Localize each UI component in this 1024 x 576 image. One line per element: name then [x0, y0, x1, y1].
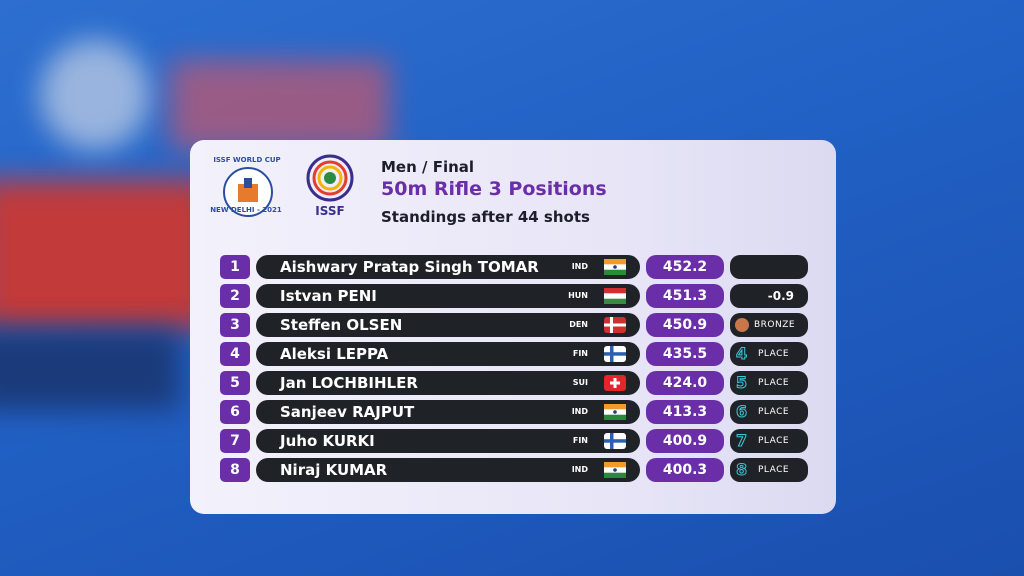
- rank: 6: [220, 400, 250, 424]
- place-number: 5: [735, 373, 748, 393]
- rank: 3: [220, 313, 250, 337]
- flag-icon: [604, 259, 626, 275]
- world-cup-logo: [223, 167, 273, 217]
- standing-row: 2 Istvan PENI HUN 451.3 -0.9: [190, 284, 836, 308]
- flag-icon: [604, 462, 626, 478]
- score: 452.2: [646, 255, 724, 279]
- athlete-name: Sanjeev RAJPUT: [280, 403, 415, 421]
- standing-row: 4 Aleksi LEPPA FIN 435.5 4 PLACE: [190, 342, 836, 366]
- standing-row: 6 Sanjeev RAJPUT IND 413.3 6 PLACE: [190, 400, 836, 424]
- rank: 7: [220, 429, 250, 453]
- status-box: [730, 255, 808, 279]
- standings-panel: ISSF WORLD CUP NEW DELHI - 2021 ISSF Men…: [190, 140, 836, 514]
- score: 400.3: [646, 458, 724, 482]
- status-box: 7 PLACE: [730, 429, 808, 453]
- athlete-bar: Juho KURKI FIN: [256, 429, 640, 453]
- athlete-name: Aishwary Pratap Singh TOMAR: [280, 258, 539, 276]
- flag-icon: [604, 375, 626, 391]
- athlete-name: Istvan PENI: [280, 287, 377, 305]
- nation-code: FIN: [572, 436, 588, 445]
- nation-code: DEN: [569, 320, 588, 329]
- place-number: 4: [735, 344, 748, 364]
- place-label: PLACE: [758, 378, 790, 388]
- standing-row: 7 Juho KURKI FIN 400.9 7 PLACE: [190, 429, 836, 453]
- nation-code: FIN: [572, 349, 588, 358]
- background-blur: [0, 330, 180, 410]
- status-box: BRONZE: [730, 313, 808, 337]
- nation-code: HUN: [568, 291, 588, 300]
- athlete-bar: Jan LOCHBIHLER SUI: [256, 371, 640, 395]
- standings-status: Standings after 44 shots: [381, 208, 590, 226]
- issf-text: ISSF: [315, 204, 345, 218]
- status-box: 8 PLACE: [730, 458, 808, 482]
- rank: 1: [220, 255, 250, 279]
- background-blur: [0, 180, 210, 330]
- place-label: PLACE: [758, 407, 790, 417]
- place-number: 6: [735, 402, 748, 422]
- place-number: 8: [735, 460, 748, 480]
- status-box: 6 PLACE: [730, 400, 808, 424]
- rank: 4: [220, 342, 250, 366]
- rank: 2: [220, 284, 250, 308]
- status-box: 5 PLACE: [730, 371, 808, 395]
- place-number: 7: [735, 431, 748, 451]
- gap: -0.9: [767, 289, 794, 303]
- place-label: PLACE: [758, 436, 790, 446]
- athlete-name: Niraj KUMAR: [280, 461, 388, 479]
- nation-code: SUI: [572, 378, 588, 387]
- athlete-name: Steffen OLSEN: [280, 316, 403, 334]
- flag-icon: [604, 317, 626, 333]
- score: 450.9: [646, 313, 724, 337]
- score: 435.5: [646, 342, 724, 366]
- flag-icon: [604, 433, 626, 449]
- athlete-name: Aleksi LEPPA: [280, 345, 389, 363]
- place-label: PLACE: [758, 465, 790, 475]
- nation-code: IND: [571, 465, 588, 474]
- athlete-name: Juho KURKI: [280, 432, 375, 450]
- athlete-bar: Niraj KUMAR IND: [256, 458, 640, 482]
- score: 413.3: [646, 400, 724, 424]
- event: 50m Rifle 3 Positions: [381, 178, 607, 200]
- athlete-bar: Steffen OLSEN DEN: [256, 313, 640, 337]
- athlete-bar: Istvan PENI HUN: [256, 284, 640, 308]
- issf-target-logo: [306, 154, 354, 202]
- standings-list: 1 Aishwary Pratap Singh TOMAR IND 452.2 2 Ist…: [190, 255, 836, 505]
- standing-row: 5 Jan LOCHBIHLER SUI 424.0 5 PLACE: [190, 371, 836, 395]
- athlete-bar: Sanjeev RAJPUT IND: [256, 400, 640, 424]
- athlete-name: Jan LOCHBIHLER: [280, 374, 418, 392]
- medal-icon: [735, 318, 749, 332]
- standing-row: 3 Steffen OLSEN DEN 450.9 BRONZE: [190, 313, 836, 337]
- venue-text: NEW DELHI - 2021: [210, 206, 282, 214]
- athlete-bar: Aleksi LEPPA FIN: [256, 342, 640, 366]
- athlete-bar: Aishwary Pratap Singh TOMAR IND: [256, 255, 640, 279]
- score: 451.3: [646, 284, 724, 308]
- flag-icon: [604, 404, 626, 420]
- flag-icon: [604, 346, 626, 362]
- rank: 8: [220, 458, 250, 482]
- stage: Men / Final: [381, 158, 475, 176]
- world-cup-text: ISSF WORLD CUP: [213, 156, 281, 164]
- rank: 5: [220, 371, 250, 395]
- background-blur: [170, 60, 390, 150]
- place-label: PLACE: [758, 349, 790, 359]
- nation-code: IND: [571, 407, 588, 416]
- medal-label: BRONZE: [754, 320, 796, 330]
- score: 424.0: [646, 371, 724, 395]
- nation-code: IND: [571, 262, 588, 271]
- background-blur: [40, 40, 150, 150]
- status-box: -0.9: [730, 284, 808, 308]
- standing-row: 8 Niraj KUMAR IND 400.3 8 PLACE: [190, 458, 836, 482]
- standing-row: 1 Aishwary Pratap Singh TOMAR IND 452.2: [190, 255, 836, 279]
- score: 400.9: [646, 429, 724, 453]
- status-box: 4 PLACE: [730, 342, 808, 366]
- flag-icon: [604, 288, 626, 304]
